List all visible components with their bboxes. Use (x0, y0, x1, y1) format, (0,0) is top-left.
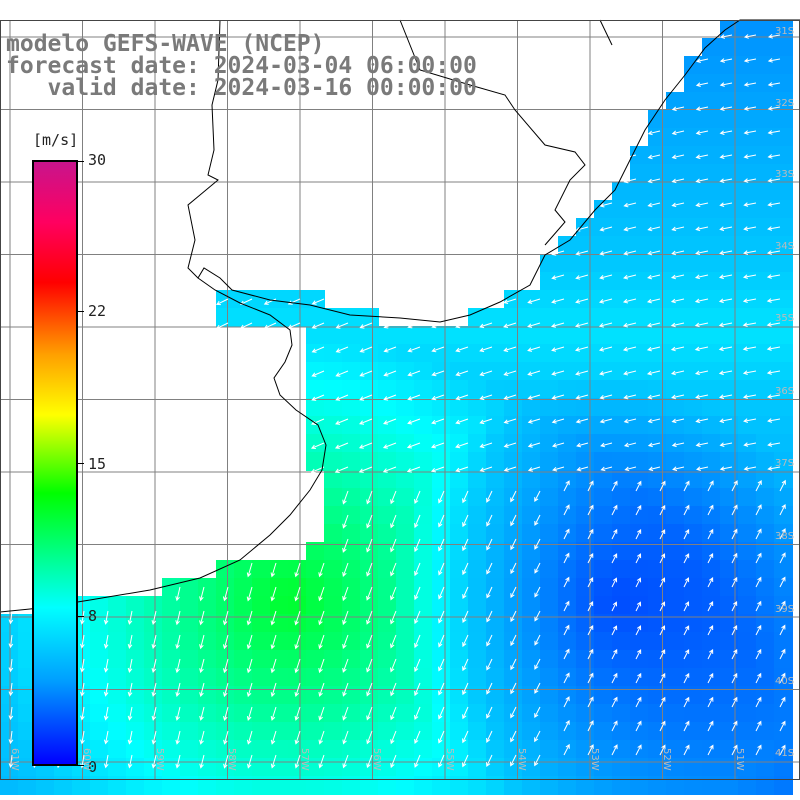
lat-label: 41S (775, 748, 795, 759)
forecast-date: forecast date: 2024-03-04 06:00:00 (6, 53, 477, 79)
colorbar-label-30: 30 (88, 151, 107, 169)
lon-label: 61W (9, 748, 20, 771)
lon-label: 57W (299, 748, 310, 771)
lat-label: 40S (775, 676, 795, 687)
lon-label: 58W (226, 748, 237, 771)
model-title: modelo GEFS-WAVE (NCEP) (6, 31, 325, 57)
colorbar-tick (78, 161, 84, 162)
colorbar-unit: [m/s] (33, 131, 79, 149)
borders (187, 19, 613, 279)
lat-label: 33S (775, 169, 795, 180)
lon-label: 59W (154, 748, 165, 771)
lat-label: 39S (775, 604, 795, 615)
lon-label: 56W (371, 748, 382, 771)
lon-label: 54W (516, 748, 527, 771)
wind-speed-field (0, 20, 793, 795)
colorbar-tick (78, 463, 84, 464)
colorbar-label-8: 8 (88, 607, 98, 625)
coastline (0, 19, 800, 613)
lat-label: 31S (775, 26, 795, 37)
wind-vectors (8, 34, 786, 769)
lon-label: 60W (81, 748, 92, 771)
lon-label: 53W (589, 748, 600, 771)
lon-label: 55W (444, 748, 455, 771)
colorbar-label-0: 0 (88, 758, 98, 776)
colorbar-tick (78, 616, 84, 617)
colorbar-tick (78, 765, 84, 766)
lon-label: 52W (661, 748, 672, 771)
valid-date: valid date: 2024-03-16 00:00:00 (6, 75, 477, 101)
colorbar-tick (78, 311, 84, 312)
lat-label: 32S (775, 98, 795, 109)
lat-label: 35S (775, 313, 795, 324)
graticule (0, 20, 800, 780)
colorbar (32, 160, 78, 766)
lat-label: 38S (775, 531, 795, 542)
lat-label: 36S (775, 386, 795, 397)
colorbar-label-22: 22 (88, 302, 107, 320)
lon-label: 51W (734, 748, 745, 771)
colorbar-label-15: 15 (88, 455, 107, 473)
lat-label: 34S (775, 241, 795, 252)
lat-label: 37S (775, 458, 795, 469)
